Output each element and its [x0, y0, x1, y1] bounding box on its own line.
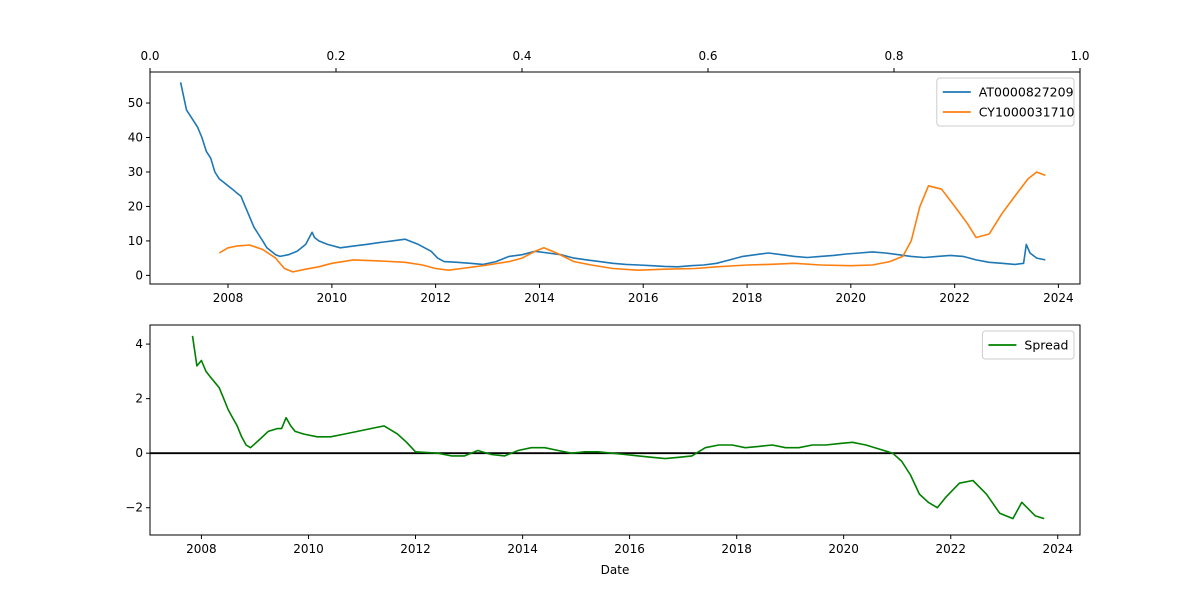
- top-series-line-1: [218, 171, 1046, 273]
- bottom-x-tick-label-7: 2022: [935, 542, 966, 556]
- top-x-tick-label-8: 2024: [1043, 291, 1074, 305]
- top-x-tick-label-5: 2018: [732, 291, 763, 305]
- top-top-x-tick-label-0: 0.0: [140, 49, 159, 63]
- top-top-x-tick-label-4: 0.8: [884, 49, 903, 63]
- top-top-x-tick-label-3: 0.6: [698, 49, 717, 63]
- top-top-x-tick-label-5: 1.0: [1070, 49, 1089, 63]
- top-x-tick-label-2: 2012: [420, 291, 451, 305]
- top-legend: [936, 77, 1075, 127]
- top-top-x-tick-label-1: 0.2: [326, 49, 345, 63]
- top-x-tick-label-1: 2010: [317, 291, 348, 305]
- top-axes-frame: [149, 71, 1081, 285]
- bottom-axes-frame: [149, 324, 1081, 536]
- top-y-tick-label-0: 0: [135, 268, 143, 282]
- bottom-x-tick-label-4: 2016: [614, 542, 645, 556]
- bottom-x-tick-label-2: 2012: [400, 542, 431, 556]
- top-series-line-0: [179, 82, 1046, 268]
- bottom-y-tick-label-3: 4: [135, 337, 143, 351]
- bottom-series-line-0: [191, 335, 1045, 520]
- bottom-y-tick-label-0: −2: [125, 501, 143, 515]
- top-legend-label-1: CY1000031710: [979, 105, 1075, 120]
- top-y-tick-label-2: 20: [128, 199, 143, 213]
- top-y-tick-label-3: 30: [128, 165, 143, 179]
- top-y-tick-label-1: 10: [128, 234, 143, 248]
- top-x-tick-label-7: 2022: [939, 291, 970, 305]
- top-top-x-tick-label-2: 0.4: [512, 49, 531, 63]
- bottom-x-tick-label-3: 2014: [507, 542, 538, 556]
- bottom-x-tick-label-1: 2010: [293, 542, 324, 556]
- bottom-y-tick-label-2: 2: [135, 392, 143, 406]
- top-x-tick-label-4: 2016: [628, 291, 659, 305]
- top-x-tick-label-3: 2014: [524, 291, 555, 305]
- bottom-x-tick-label-0: 2008: [186, 542, 217, 556]
- bottom-legend: [981, 330, 1075, 360]
- bottom-x-tick-label-5: 2018: [721, 542, 752, 556]
- bottom-legend-label-0: Spread: [1024, 338, 1068, 353]
- top-x-tick-label-0: 2008: [213, 291, 244, 305]
- bottom-x-axis-label: Date: [601, 563, 630, 577]
- bottom-y-tick-label-1: 0: [135, 446, 143, 460]
- top-y-tick-label-5: 50: [128, 96, 143, 110]
- top-legend-label-0: AT0000827209: [979, 85, 1074, 100]
- top-x-tick-label-6: 2020: [836, 291, 867, 305]
- top-y-tick-label-4: 40: [128, 130, 143, 144]
- bottom-x-tick-label-6: 2020: [828, 542, 859, 556]
- bottom-x-tick-label-8: 2024: [1042, 542, 1073, 556]
